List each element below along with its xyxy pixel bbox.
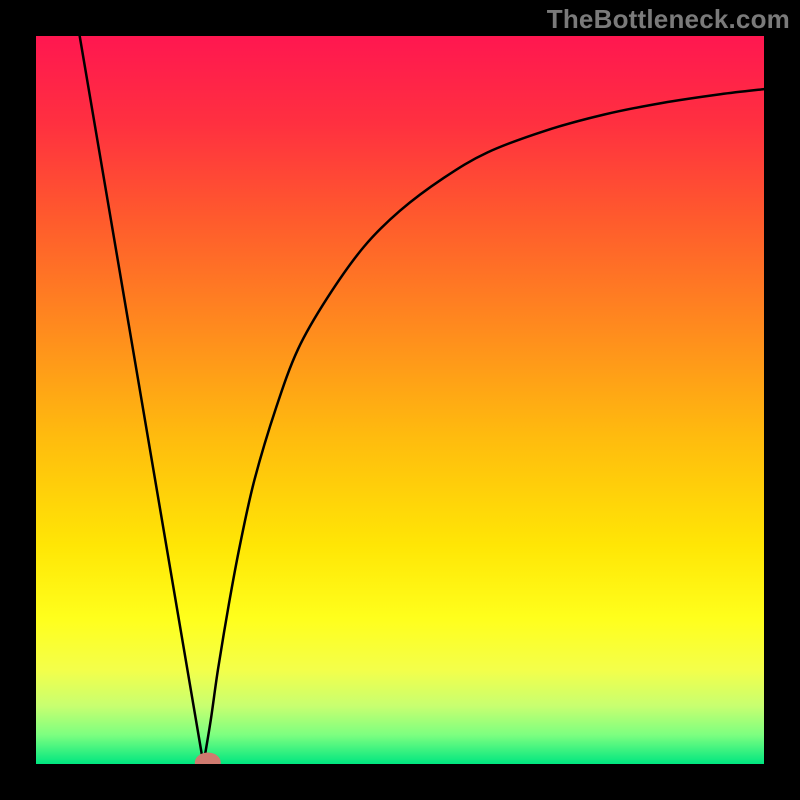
bottleneck-curve [80, 36, 764, 764]
optimal-point-marker [195, 753, 221, 764]
source-watermark: TheBottleneck.com [547, 4, 790, 35]
curve-layer [36, 36, 764, 764]
chart-outer-frame: TheBottleneck.com [0, 0, 800, 800]
plot-area [36, 36, 764, 764]
